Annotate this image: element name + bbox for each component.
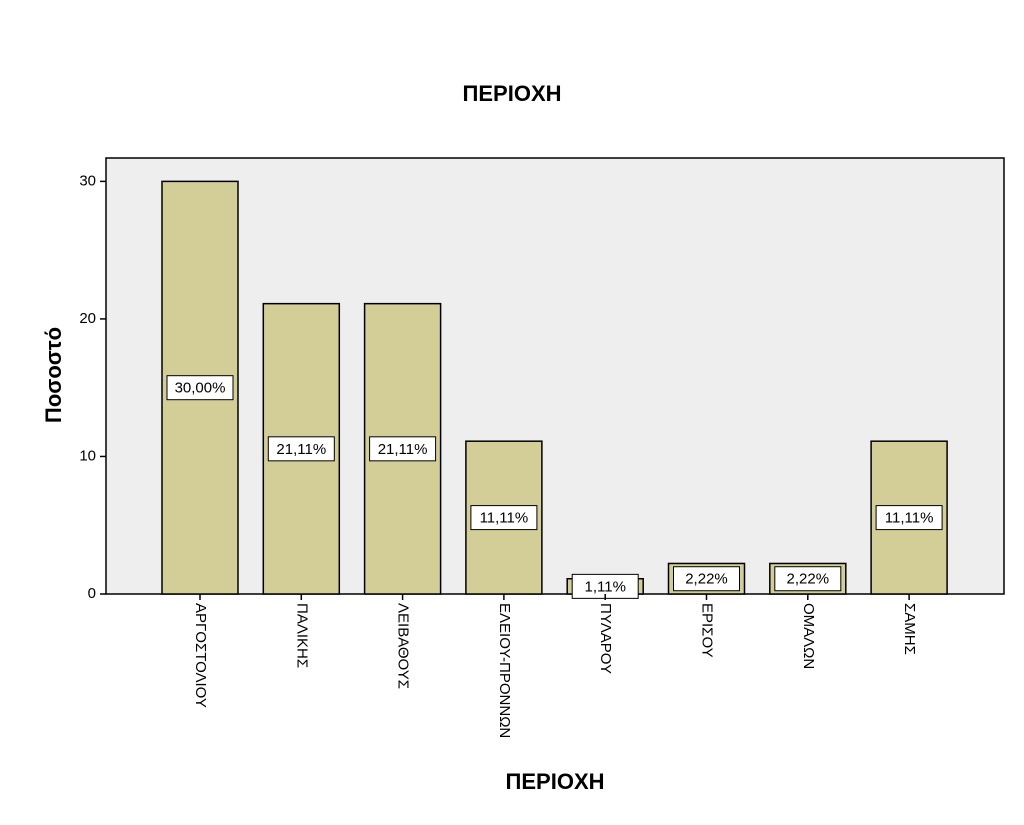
x-tick-label: ΠΑΛΙΚΗΣ — [293, 603, 310, 668]
value-label-box — [875, 505, 943, 531]
chart-title: ΠΕΡΙΟΧΗ — [462, 81, 561, 106]
value-label: 1,11% — [584, 578, 625, 595]
x-tick-label: ΣΑΜΗΣ — [901, 603, 918, 655]
value-label: 21,11% — [378, 441, 428, 458]
value-label: 2,22% — [685, 571, 728, 588]
plot-area — [105, 157, 1005, 595]
y-axis-label: Ποσοστό — [41, 327, 66, 423]
x-tick-label: ΑΡΓΟΣΤΟΛΙΟΥ — [192, 603, 209, 708]
x-tick-label: ΕΡΙΣΟΥ — [699, 603, 716, 658]
x-tick-label: ΛΕΙΒΑΘΟΥΣ — [395, 603, 412, 689]
y-tick-label: 0 — [88, 585, 96, 602]
value-label-box — [166, 375, 234, 401]
x-tick-label: ΟΜΑΛΩΝ — [800, 603, 817, 669]
value-label: 2,22% — [787, 571, 830, 588]
value-label: 30,00% — [175, 380, 226, 397]
value-label: 11,11% — [885, 510, 934, 527]
y-tick-label: 10 — [79, 447, 96, 464]
x-tick-label: ΠΥΛΑΡΟΥ — [597, 603, 614, 674]
y-tick-label: 20 — [79, 310, 96, 327]
x-tick-label: ΕΛΕΙΟΥ-ΠΡΟΝΝΩΝ — [496, 603, 513, 738]
x-axis-label: ΠΕΡΙΟΧΗ — [505, 769, 604, 794]
value-label-box — [369, 436, 437, 462]
value-label-box — [673, 566, 740, 592]
value-label-box — [470, 505, 538, 531]
value-label-box — [267, 436, 335, 462]
value-label: 21,11% — [276, 441, 326, 458]
value-label-box — [774, 566, 842, 592]
value-label: 11,11% — [480, 510, 529, 527]
y-tick-label: 30 — [79, 172, 96, 189]
